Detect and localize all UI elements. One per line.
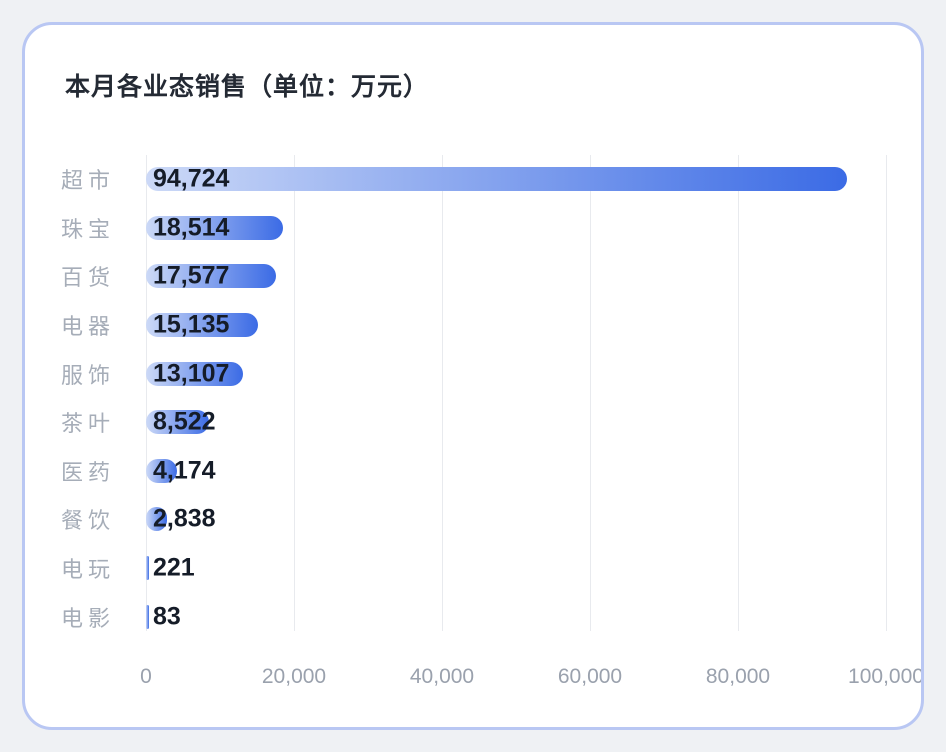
plot-cell: 83 <box>146 592 921 641</box>
category-label: 电影 <box>61 605 116 631</box>
category-label: 茶叶 <box>61 411 116 437</box>
category-label: 餐饮 <box>61 508 116 534</box>
gridline <box>294 155 295 631</box>
value-label: 15,135 <box>153 310 230 339</box>
bar[interactable] <box>146 556 149 581</box>
plot-cell: 4,174 <box>146 447 921 496</box>
plot-rows: 超市 94,724 珠宝 18,514 百货 17,577 电器 15,135 … <box>25 155 921 641</box>
category-label: 电玩 <box>61 557 116 583</box>
gridline <box>886 155 887 631</box>
bar[interactable] <box>146 458 177 483</box>
plot-cell: 2,838 <box>146 495 921 544</box>
chart-row: 医药 4,174 <box>25 447 921 496</box>
category-label: 电器 <box>61 314 116 340</box>
bar[interactable] <box>146 215 283 240</box>
value-label: 221 <box>153 553 195 582</box>
bar[interactable] <box>146 167 847 192</box>
chart-row: 百货 17,577 <box>25 252 921 301</box>
bar[interactable] <box>146 264 277 289</box>
chart-row: 电玩 221 <box>25 544 921 593</box>
category-label: 服饰 <box>61 362 116 388</box>
chart-row: 茶叶 8,522 <box>25 398 921 447</box>
chart-row: 超市 94,724 <box>25 155 921 204</box>
plot-cell: 221 <box>146 544 921 593</box>
value-label: 8,522 <box>153 407 216 436</box>
value-label: 17,577 <box>153 261 230 290</box>
x-axis-tick-label: 80,000 <box>705 665 771 688</box>
gridline <box>442 155 443 631</box>
chart-row: 电影 83 <box>25 592 921 641</box>
category-label: 珠宝 <box>61 216 116 242</box>
plot-cell: 18,514 <box>146 204 921 253</box>
value-label: 18,514 <box>153 213 230 242</box>
plot-cell: 17,577 <box>146 252 921 301</box>
chart-row: 餐饮 2,838 <box>25 495 921 544</box>
plot-cell: 13,107 <box>146 349 921 398</box>
x-axis-tick-label: 40,000 <box>409 665 475 688</box>
x-axis-tick-label: 60,000 <box>557 665 623 688</box>
x-axis-tick-label: 0 <box>140 665 152 688</box>
category-label: 医药 <box>61 459 116 485</box>
gridlines <box>146 155 887 631</box>
chart-row: 服饰 13,107 <box>25 349 921 398</box>
sales-chart-card: 本月各业态销售（单位：万元） 超市 94,724 珠宝 18,514 百货 17… <box>22 22 924 730</box>
gridline <box>590 155 591 631</box>
bar[interactable] <box>146 604 149 629</box>
x-axis-tick-label: 20,000 <box>261 665 327 688</box>
gridline <box>738 155 739 631</box>
plot-cell: 94,724 <box>146 155 921 204</box>
x-axis: 0 20,000 40,000 60,000 80,000 100,000 <box>25 665 921 693</box>
bar[interactable] <box>146 507 167 532</box>
value-label: 2,838 <box>153 504 216 533</box>
plot-cell: 15,135 <box>146 301 921 350</box>
value-label: 94,724 <box>153 164 230 193</box>
chart-row: 珠宝 18,514 <box>25 204 921 253</box>
plot-cell: 8,522 <box>146 398 921 447</box>
bar[interactable] <box>146 410 210 435</box>
bar[interactable] <box>146 361 243 386</box>
x-axis-tick-label: 100,000 <box>848 665 924 688</box>
category-label: 百货 <box>61 265 116 291</box>
gridline <box>146 155 147 631</box>
value-label: 13,107 <box>153 359 230 388</box>
bar[interactable] <box>146 313 258 338</box>
value-label: 4,174 <box>153 456 216 485</box>
value-label: 83 <box>153 602 181 631</box>
chart-title: 本月各业态销售（单位：万元） <box>65 73 430 101</box>
category-label: 超市 <box>61 168 116 194</box>
chart-row: 电器 15,135 <box>25 301 921 350</box>
